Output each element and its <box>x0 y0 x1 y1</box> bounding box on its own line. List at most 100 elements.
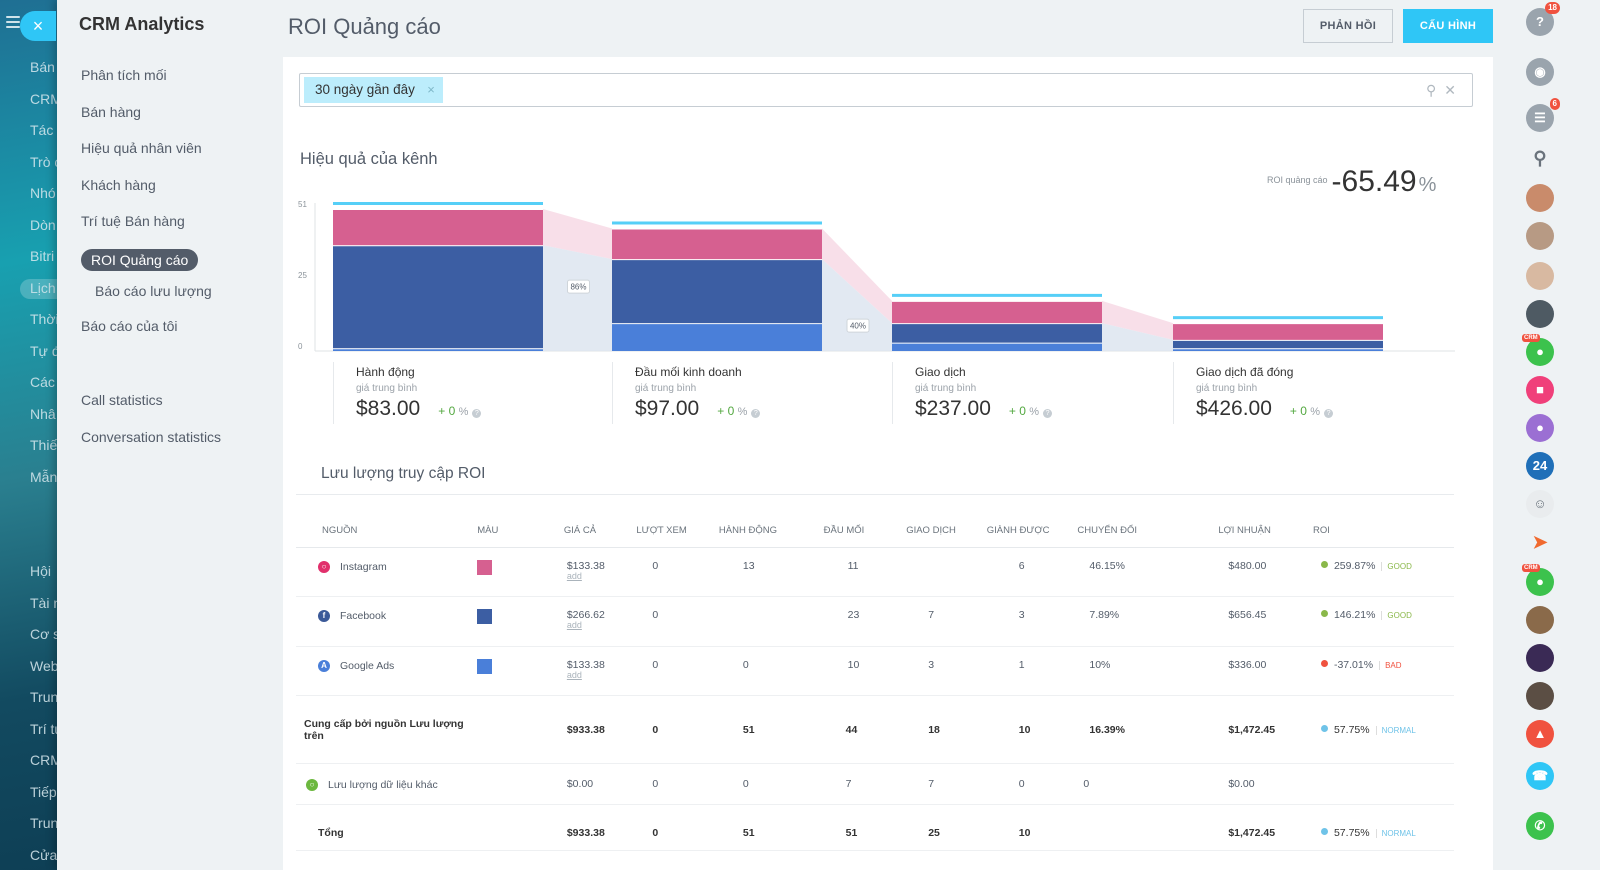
left-nav-item[interactable]: Cơ s <box>30 626 58 642</box>
left-nav-item[interactable]: CRM <box>30 90 58 107</box>
status-dot <box>1320 659 1328 667</box>
deals-cell <box>906 547 987 597</box>
y-tick: 51 <box>298 200 307 209</box>
menu-item-sales[interactable]: Bán hàng <box>81 103 141 120</box>
left-nav-item[interactable]: Cửa <box>30 846 58 863</box>
close-icon[interactable]: × <box>427 82 435 97</box>
connector-band <box>543 245 612 351</box>
avatar[interactable] <box>1526 222 1554 250</box>
funnel-chart: 86%40%55% <box>314 202 1455 352</box>
add-price-link[interactable]: add <box>566 669 582 680</box>
bar-segment <box>892 300 1102 324</box>
close-slider-button[interactable]: × <box>20 11 56 41</box>
left-nav-item[interactable] <box>30 531 58 563</box>
left-nav-item[interactable]: Nhâ <box>30 405 56 422</box>
chat-icon[interactable]: ☰ 6 <box>1526 98 1560 132</box>
left-nav-item[interactable]: Lịch <box>20 278 58 299</box>
chat-count: 6 <box>1549 98 1560 110</box>
source-cell: Cung cấp bởi nguồn Lưu lượng trên <box>296 695 478 764</box>
menu-item-call-stats[interactable]: Call statistics <box>81 392 163 408</box>
left-nav-item[interactable]: Bitri <box>30 248 55 264</box>
telephony-icon[interactable]: ☎ <box>1526 762 1554 790</box>
left-nav-item[interactable]: Nhó <box>30 185 56 201</box>
left-nav-item[interactable]: Trí tu <box>30 720 58 737</box>
left-nav-item[interactable]: CRM <box>30 752 58 768</box>
source-name: Lưu lượng dữ liệu khác <box>328 778 438 791</box>
announcement-icon[interactable]: ▲ <box>1526 720 1554 748</box>
profit-cell: $1,472.45 <box>1218 695 1313 764</box>
stage-sub: giá trung bình <box>356 383 418 394</box>
cat-icon[interactable]: ☺ <box>1526 490 1554 518</box>
stage-sub: giá trung bình <box>1196 383 1258 394</box>
left-nav-item[interactable]: Các <box>30 374 55 390</box>
menu-item-sales-intel[interactable]: Trí tuệ Bán hàng <box>81 213 185 229</box>
column-header: GIÀNH ĐƯỢC <box>986 515 1078 548</box>
search-icon[interactable]: ⚲ <box>1533 148 1547 168</box>
crm-user-icon[interactable]: ● CRM <box>1522 334 1554 366</box>
config-button[interactable]: CẤU HÌNH <box>1403 9 1493 43</box>
help-icon[interactable]: ? 18 <box>1526 2 1560 36</box>
help-icon: ? <box>751 409 761 418</box>
lock-icon[interactable]: ■ <box>1526 376 1554 404</box>
left-nav-item[interactable]: Tự đ <box>30 342 58 359</box>
left-nav-item[interactable]: Mẫn <box>30 468 58 485</box>
conversion-cell: 16.39% <box>1077 695 1219 764</box>
feedback-button[interactable]: PHẢN HỒI <box>1303 9 1393 43</box>
left-nav-item[interactable]: Dòn <box>30 216 56 233</box>
left-nav-item[interactable]: Web <box>30 657 58 674</box>
connector-band <box>1102 323 1173 351</box>
menu-item-leads[interactable]: Phân tích mối <box>81 67 167 83</box>
left-nav-item[interactable]: Trun <box>30 815 58 831</box>
views-cell: 0 <box>636 547 719 597</box>
menu-item-employee[interactable]: Hiệu quả nhân viên <box>81 140 202 156</box>
table-row[interactable]: ○ Instagram $133.38 add 0 13 11 6 46.15% $480.00 2… <box>296 547 1454 597</box>
left-nav-item[interactable]: Hội <box>30 563 52 579</box>
menu-item-conversation-stats[interactable]: Conversation statistics <box>81 428 222 445</box>
avatar[interactable] <box>1526 682 1554 710</box>
add-price-link[interactable]: add <box>566 620 582 630</box>
bar-segment <box>612 228 822 260</box>
left-nav-item[interactable] <box>30 499 58 531</box>
menu-item-ad-roi[interactable]: ROI Quảng cáo <box>81 248 199 271</box>
menu-item-traffic-report[interactable]: Báo cáo lưu lượng <box>95 282 212 299</box>
user-icon[interactable]: ● <box>1526 414 1554 442</box>
filter-chip[interactable]: 30 ngày gần đây × <box>304 77 443 103</box>
filter-input[interactable]: 30 ngày gần đây × ⚲✕ <box>299 73 1473 107</box>
left-nav-item[interactable]: Bán <box>30 59 55 75</box>
left-nav-item[interactable]: Tác v <box>30 122 58 138</box>
crm-user-icon[interactable]: ● CRM <box>1522 564 1554 596</box>
clear-icon[interactable]: ✕ <box>1444 82 1464 98</box>
bar-top-line <box>612 221 822 225</box>
avatar[interactable] <box>1526 184 1554 212</box>
stage-name: Giao dịch <box>915 365 966 379</box>
phone-icon[interactable]: ✆ <box>1526 812 1554 840</box>
avatar[interactable] <box>1526 644 1554 672</box>
bell-icon[interactable]: ◉ <box>1526 58 1554 86</box>
table-row[interactable]: A Google Ads $133.38 add 0 0 10 3 1 10% $336.00 -37… <box>296 646 1454 696</box>
avatar[interactable] <box>1526 606 1554 634</box>
price-cell: $933.38 <box>563 804 637 851</box>
left-nav-item[interactable]: Trun <box>30 689 58 705</box>
avatar[interactable] <box>1526 262 1554 290</box>
table-row[interactable]: f Facebook $266.62 add 0 23 7 3 7.89% $656.45 146.… <box>296 596 1454 647</box>
left-nav-item[interactable]: Tiếp <box>30 783 57 800</box>
bitrix24-icon[interactable]: 24 <box>1526 452 1554 480</box>
megaphone-icon[interactable]: ➤ <box>1532 532 1548 552</box>
crm-analytics-panel: CRM Analytics Phân tích mối Bán hàng Hiệ… <box>57 0 1510 870</box>
add-price-link[interactable]: add <box>566 570 582 581</box>
menu-item-my-reports[interactable]: Báo cáo của tôi <box>81 317 178 334</box>
avatar[interactable] <box>1526 300 1554 328</box>
bar-segment <box>333 245 543 349</box>
crm-tag: CRM <box>1522 564 1540 572</box>
stage-value: $83.00 <box>356 397 421 420</box>
source-name: Instagram <box>340 560 387 573</box>
search-icon[interactable]: ⚲ <box>1426 82 1445 98</box>
menu-icon[interactable] <box>6 16 20 28</box>
menu-item-customers[interactable]: Khách hàng <box>81 176 156 193</box>
left-nav-item[interactable]: Trò c <box>30 153 58 170</box>
left-nav-item[interactable]: Thời <box>30 311 58 327</box>
left-nav-item[interactable]: Tài n <box>30 594 58 611</box>
source-cell: A Google Ads <box>296 646 478 696</box>
source-name: Google Ads <box>340 659 395 672</box>
left-nav-item[interactable]: Thiế <box>30 437 58 453</box>
